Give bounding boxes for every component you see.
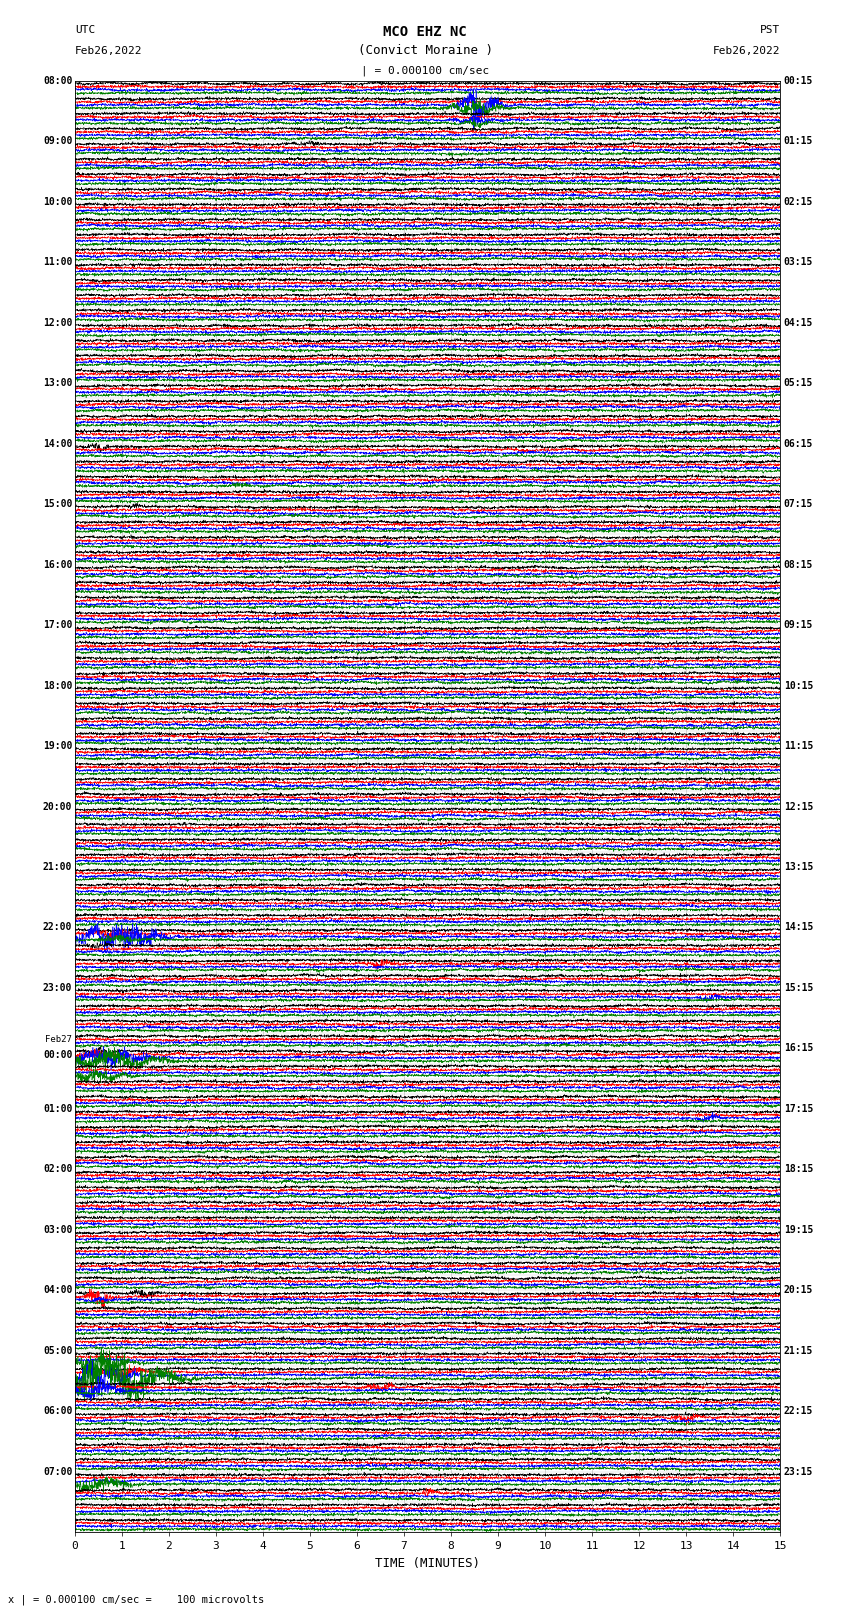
Text: 08:00: 08:00 (42, 76, 72, 85)
Text: 16:00: 16:00 (42, 560, 72, 569)
Text: 13:00: 13:00 (42, 377, 72, 389)
Text: 06:00: 06:00 (42, 1407, 72, 1416)
Text: 18:00: 18:00 (42, 681, 72, 690)
Text: 19:15: 19:15 (784, 1224, 813, 1236)
Text: 11:00: 11:00 (42, 256, 72, 268)
Text: 07:00: 07:00 (42, 1466, 72, 1478)
X-axis label: TIME (MINUTES): TIME (MINUTES) (375, 1557, 480, 1569)
Text: 12:00: 12:00 (42, 318, 72, 327)
Text: 20:00: 20:00 (42, 802, 72, 811)
Text: (Convict Moraine ): (Convict Moraine ) (358, 44, 492, 58)
Text: 01:00: 01:00 (42, 1103, 72, 1115)
Text: 16:15: 16:15 (784, 1044, 813, 1053)
Text: 02:15: 02:15 (784, 197, 813, 206)
Text: Feb27: Feb27 (45, 1034, 72, 1044)
Text: UTC: UTC (75, 24, 95, 35)
Text: 13:15: 13:15 (784, 861, 813, 873)
Text: 10:00: 10:00 (42, 197, 72, 206)
Text: 00:15: 00:15 (784, 76, 813, 85)
Text: 23:00: 23:00 (42, 982, 72, 994)
Text: 00:00: 00:00 (42, 1050, 72, 1060)
Text: 10:15: 10:15 (784, 681, 813, 690)
Text: 04:15: 04:15 (784, 318, 813, 327)
Text: 15:15: 15:15 (784, 982, 813, 994)
Text: 21:00: 21:00 (42, 861, 72, 873)
Text: Feb26,2022: Feb26,2022 (713, 45, 780, 56)
Text: x | = 0.000100 cm/sec =    100 microvolts: x | = 0.000100 cm/sec = 100 microvolts (8, 1594, 264, 1605)
Text: 02:00: 02:00 (42, 1165, 72, 1174)
Text: 17:15: 17:15 (784, 1103, 813, 1115)
Text: 05:15: 05:15 (784, 377, 813, 389)
Text: | = 0.000100 cm/sec: | = 0.000100 cm/sec (361, 65, 489, 76)
Text: 17:00: 17:00 (42, 619, 72, 631)
Text: 22:15: 22:15 (784, 1407, 813, 1416)
Text: PST: PST (760, 24, 780, 35)
Text: 11:15: 11:15 (784, 740, 813, 752)
Text: 19:00: 19:00 (42, 740, 72, 752)
Text: 01:15: 01:15 (784, 135, 813, 147)
Text: 21:15: 21:15 (784, 1345, 813, 1357)
Text: 03:00: 03:00 (42, 1224, 72, 1236)
Text: 03:15: 03:15 (784, 256, 813, 268)
Text: Feb26,2022: Feb26,2022 (75, 45, 142, 56)
Text: 06:15: 06:15 (784, 439, 813, 448)
Text: 07:15: 07:15 (784, 498, 813, 510)
Text: 14:00: 14:00 (42, 439, 72, 448)
Text: 05:00: 05:00 (42, 1345, 72, 1357)
Text: 08:15: 08:15 (784, 560, 813, 569)
Text: 12:15: 12:15 (784, 802, 813, 811)
Text: 14:15: 14:15 (784, 923, 813, 932)
Text: 04:00: 04:00 (42, 1286, 72, 1295)
Text: 09:15: 09:15 (784, 619, 813, 631)
Text: 15:00: 15:00 (42, 498, 72, 510)
Text: 18:15: 18:15 (784, 1165, 813, 1174)
Text: 22:00: 22:00 (42, 923, 72, 932)
Text: 09:00: 09:00 (42, 135, 72, 147)
Text: 20:15: 20:15 (784, 1286, 813, 1295)
Text: MCO EHZ NC: MCO EHZ NC (383, 24, 467, 39)
Text: 23:15: 23:15 (784, 1466, 813, 1478)
